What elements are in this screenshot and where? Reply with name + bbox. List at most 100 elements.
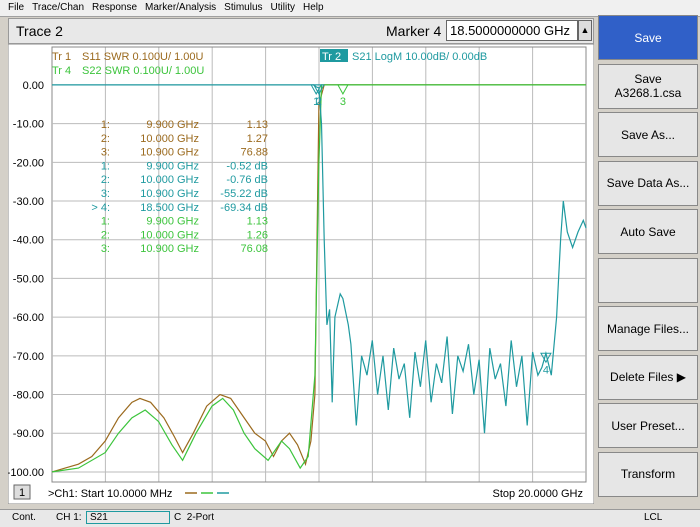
plot-frame — [51, 46, 587, 483]
menu-item[interactable]: Response — [92, 2, 138, 13]
softkey[interactable]: Save A3268.1.csa — [598, 63, 698, 109]
trace-legend: S11 SWR 0.100U/ 1.00U — [82, 51, 204, 63]
softkey[interactable] — [598, 257, 698, 303]
marker-index: 2: — [101, 133, 110, 145]
status-cal: C 2-Port — [174, 512, 215, 523]
softkey[interactable]: Save — [598, 15, 698, 60]
trace-id: Tr 2 — [322, 51, 341, 63]
marker-index: 1: — [101, 119, 110, 131]
marker-freq: 10.000 GHz — [140, 229, 199, 241]
status-param: S21 — [86, 511, 170, 524]
softkey[interactable]: Auto Save — [598, 209, 698, 254]
marker-value: -0.76 dB — [226, 174, 268, 186]
marker-input[interactable]: 18.5000000000 GHz — [446, 20, 578, 41]
softkey[interactable]: Save As... — [598, 112, 698, 157]
y-tick-label: -20.00 — [13, 157, 44, 169]
trace-legend: S22 SWR 0.100U/ 1.00U — [82, 65, 204, 77]
y-tick-label: 0.00 — [23, 80, 44, 92]
y-tick-label: -60.00 — [13, 312, 44, 324]
softkey-label: Save — [634, 72, 662, 86]
status-bar — [0, 509, 700, 527]
marker-freq: 10.900 GHz — [140, 188, 199, 200]
softkey-label: A3268.1.csa — [614, 86, 682, 100]
plot-background — [8, 44, 594, 504]
y-tick-label: -80.00 — [13, 390, 44, 402]
marker — [313, 84, 325, 95]
menu-item[interactable]: Stimulus — [224, 2, 263, 13]
marker-label: 1 — [313, 96, 319, 108]
marker-freq: 18.500 GHz — [140, 202, 199, 214]
channel-number: 1 — [19, 487, 25, 499]
softkey[interactable]: User Preset... — [598, 403, 698, 448]
marker-index: 2: — [101, 229, 110, 241]
active-trace-box — [320, 49, 348, 62]
softkey[interactable]: Manage Files... — [598, 306, 698, 351]
softkey[interactable]: Transform — [598, 451, 698, 497]
marker-label: 4 — [543, 364, 549, 376]
trace — [52, 84, 587, 434]
menu-item[interactable]: Help — [302, 2, 324, 13]
y-tick-label: -30.00 — [13, 196, 44, 208]
marker-label: 3 — [340, 96, 346, 108]
menu-bar: File Trace/Chan Response Marker/Analysis Sti… — [0, 0, 700, 17]
marker-freq: 10.900 GHz — [140, 147, 199, 159]
softkey-label: User Preset... — [611, 418, 685, 433]
trace-legend: S21 LogM 10.00dB/ 0.00dB — [352, 51, 487, 63]
softkey-label: Delete Files ▶ — [610, 370, 686, 384]
trace-title: Trace 2 — [16, 23, 63, 39]
menu-item[interactable]: File — [8, 2, 25, 13]
channel-box — [13, 484, 31, 500]
softkey-label: Save — [634, 30, 662, 45]
marker-freq: 9.900 GHz — [146, 216, 199, 228]
marker-index: 3: — [101, 147, 110, 159]
marker-freq: 10.900 GHz — [140, 243, 199, 255]
y-tick-label: -40.00 — [13, 235, 44, 247]
marker-value: -0.52 dB — [226, 160, 268, 172]
marker-index: > 4: — [91, 202, 110, 214]
marker-index: 1: — [101, 160, 110, 172]
marker-value: -69.34 dB — [220, 202, 268, 214]
y-tick-label: -90.00 — [13, 428, 44, 440]
status-ref: LCL — [644, 512, 663, 523]
menu-item[interactable]: Trace/Chan — [32, 2, 84, 13]
status-mode: Cont. — [12, 512, 36, 523]
marker-freq: 9.900 GHz — [146, 119, 199, 131]
marker-value: -55.22 dB — [220, 188, 268, 200]
marker — [540, 352, 552, 364]
menu-item[interactable]: Marker/Analysis — [145, 2, 217, 13]
marker-value: 1.13 — [247, 119, 268, 131]
softkey-label: Auto Save — [620, 224, 676, 239]
softkey[interactable]: Save Data As... — [598, 160, 698, 206]
trace-id: Tr 4 — [52, 65, 71, 77]
menu-item[interactable]: Utility — [270, 2, 295, 13]
y-tick-label: -100.00 — [8, 467, 44, 479]
marker-index: 2: — [101, 174, 110, 186]
trace — [51, 84, 586, 473]
marker-value: 1.13 — [247, 216, 268, 228]
softkey-label: Transform — [620, 467, 676, 481]
marker-value: 1.26 — [247, 229, 268, 241]
softkey[interactable]: Delete Files ▶ — [598, 354, 698, 400]
trace-id: Tr 1 — [52, 51, 71, 63]
marker-value: 76.88 — [240, 147, 268, 159]
marker-value: 1.27 — [247, 133, 268, 145]
stop-label: Stop 20.0000 GHz — [492, 488, 583, 500]
trace — [51, 84, 586, 473]
softkey-label: Save Data As... — [606, 176, 690, 190]
marker — [337, 84, 349, 95]
start-label: >Ch1: Start 10.0000 MHz — [48, 488, 172, 500]
plot-panel: 0.00 -10.00 -20.00 -30.00 -40.00 -50.00 -60.00… — [8, 44, 594, 504]
marker-value: 76.08 — [240, 243, 268, 255]
marker-index: 3: — [101, 188, 110, 200]
y-tick-label: -50.00 — [13, 273, 44, 285]
status-channel: CH 1: — [56, 512, 82, 523]
marker-freq: 9.900 GHz — [146, 160, 199, 172]
marker-index: 1: — [101, 216, 110, 228]
marker-label: Marker 4 — [386, 23, 442, 39]
marker-freq: 10.000 GHz — [140, 174, 199, 186]
marker-index: 3: — [101, 243, 110, 255]
y-tick-label: -10.00 — [13, 119, 44, 131]
marker-spin[interactable]: ▲ — [578, 20, 592, 41]
softkey-label: Manage Files... — [606, 321, 690, 336]
